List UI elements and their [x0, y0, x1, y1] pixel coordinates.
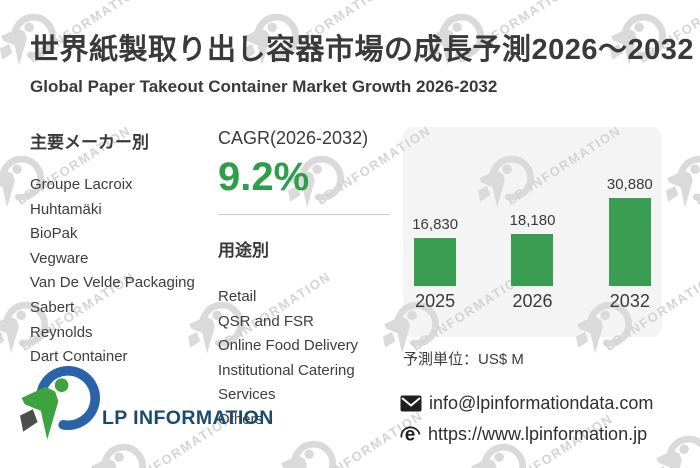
application-item: Institutional Catering [218, 361, 355, 379]
browser-e-icon: e [400, 425, 421, 445]
manufacturer-item: Dart Container [30, 348, 128, 366]
manufacturer-item: Van De Velde Packaging [30, 274, 195, 292]
market-forecast-bar-chart: 16,830 2025 18,180 2026 30,880 2032 [403, 141, 662, 312]
watermark-tile: LP INFORMATION [655, 403, 700, 468]
email-row: info@lpinformationdata.com [400, 390, 653, 416]
logo-wordmark: LP INFORMATION [102, 407, 274, 429]
bar-2032 [608, 198, 651, 286]
cagr-label: CAGR(2026-2032) [218, 128, 369, 148]
bar-category-label: 2026 [512, 291, 553, 311]
manufacturer-item: Huhtamäki [30, 200, 102, 218]
application-item: Online Food Delivery [218, 337, 359, 355]
application-item: QSR and FSR [218, 312, 314, 330]
lp-information-logo-icon [20, 366, 100, 440]
lp-logo-watermark-icon [666, 150, 700, 212]
application-item: Others [218, 410, 264, 428]
manufacturer-item: Groupe Lacroix [30, 176, 133, 193]
bar-group-2025: 16,830 2025 [403, 216, 467, 312]
manufacturers-section: 主要メーカー別 Groupe Lacroix Huhtamäki BioPak … [30, 128, 230, 370]
application-item: Services [218, 386, 276, 404]
watermark-text: LP INFORMATION [681, 403, 700, 468]
forecast-unit-note: 予測単位：US$ M [403, 351, 524, 368]
page-title-jp: 世界紙製取り出し容器市場の成長予測2026～2032 [30, 34, 695, 66]
envelope-icon [400, 395, 422, 411]
website-url[interactable]: https://www.lpinformation.jp [428, 423, 648, 444]
lp-logo-watermark-icon [655, 430, 700, 468]
watermark-text: LP INFORMATION [691, 123, 700, 208]
website-row: e https://www.lpinformation.jp [400, 421, 653, 447]
bar-group-2026: 18,180 2026 [500, 212, 564, 312]
bar-group-2032: 30,880 2032 [598, 176, 662, 312]
manufacturers-heading: 主要メーカー別 [30, 133, 149, 152]
contact-section: info@lpinformationdata.com e https://www… [400, 390, 653, 452]
applications-heading: 用途別 [218, 241, 269, 260]
manufacturer-item: BioPak [30, 225, 78, 243]
bar-value-label: 30,880 [606, 176, 653, 193]
bar-category-label: 2025 [415, 291, 456, 311]
manufacturer-item: Sabert [30, 298, 75, 316]
bar-2025 [414, 238, 457, 286]
email-address[interactable]: info@lpinformationdata.com [429, 392, 654, 413]
bar-2026 [511, 234, 554, 286]
manufacturer-item: Reynolds [30, 323, 93, 341]
section-divider [218, 214, 390, 215]
lp-logo-watermark-icon [280, 435, 336, 468]
bar-category-label: 2032 [609, 291, 650, 311]
application-item: Retail [218, 288, 257, 305]
bar-value-label: 18,180 [509, 212, 556, 229]
manufacturer-item: Vegware [30, 249, 89, 267]
lp-information-logo: LP INFORMATION [20, 358, 274, 446]
cagr-value: 9.2% [218, 155, 310, 199]
svg-text:e: e [405, 425, 416, 445]
manufacturers-list: Groupe Lacroix Huhtamäki BioPak Vegware … [30, 173, 230, 370]
bar-value-label: 16,830 [412, 216, 459, 233]
watermark-tile: LP INFORMATION [666, 123, 700, 230]
page-title-en: Global Paper Takeout Container Market Gr… [30, 77, 498, 96]
